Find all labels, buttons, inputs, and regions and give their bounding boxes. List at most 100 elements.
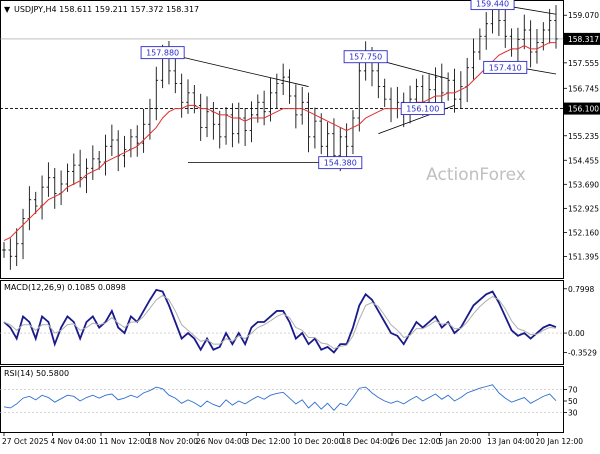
price-axis-label: 159.070	[568, 11, 599, 20]
price-axis-label: 151.395	[568, 252, 599, 261]
price-axis-label: 157.555	[568, 59, 599, 68]
macd-signal-line	[3, 294, 557, 350]
price-bar	[306, 92, 311, 153]
price-annotation-label: 157.750	[349, 53, 382, 62]
rsi-axis-label: 30	[568, 409, 578, 418]
price-annotation-label: 156.100	[406, 105, 439, 114]
macd-main-line	[3, 288, 557, 354]
x-axis-label: 11 Nov 12:00	[99, 437, 150, 446]
price-annotation: 157.410	[483, 60, 528, 74]
price-bar	[503, 7, 508, 48]
price-bar	[439, 63, 444, 105]
price-bar	[135, 125, 140, 157]
price-bar	[547, 8, 552, 44]
price-bar	[351, 110, 355, 155]
rsi-panel-title: RSI(14) 50.5800	[4, 369, 69, 378]
price-bar	[528, 20, 533, 68]
price-bar	[344, 123, 349, 158]
x-axis-label: 4 Nov 04:00	[51, 437, 97, 446]
price-bar	[141, 108, 146, 153]
price-annotation: 156.100	[400, 102, 445, 116]
macd-layer	[0, 288, 563, 354]
price-annotation: 157.880	[140, 46, 185, 60]
x-axis-label: 18 Nov 20:00	[148, 437, 199, 446]
axis-layer: 159.070 158.317 157.555 156.745 156.100 155.2…	[2, 11, 600, 446]
price-bar	[319, 113, 324, 155]
price-bar	[91, 145, 95, 180]
macd-axis-label: -0.3529	[568, 349, 597, 358]
x-axis-label: 18 Dec 04:00	[342, 437, 393, 446]
price-bar	[325, 122, 330, 160]
price-panel-frame	[0, 0, 564, 279]
price-axis-label: 156.745	[568, 84, 599, 93]
macd-panel-frame	[0, 280, 564, 365]
x-axis-label: 3 Dec 12:00	[245, 437, 291, 446]
price-bar	[148, 98, 152, 140]
price-axis-label: 154.455	[568, 156, 599, 165]
price-annotation-box	[470, 0, 515, 11]
price-bar	[173, 55, 178, 94]
price-bar	[179, 73, 184, 118]
x-axis-label: 13 Jan 04:00	[487, 437, 535, 446]
price-bar	[522, 14, 527, 50]
price-bar	[554, 5, 558, 49]
price-bar	[52, 167, 57, 209]
price-bar	[484, 12, 489, 50]
price-bar	[21, 208, 25, 260]
x-axis-label: 26 Dec 12:00	[390, 437, 441, 446]
price-bar	[376, 57, 381, 99]
chart-title-arrow: ▼	[4, 5, 11, 14]
price-bar	[33, 191, 38, 214]
price-annotation-box	[483, 60, 528, 74]
price-bar	[433, 67, 438, 106]
price-annotation-box	[343, 50, 388, 64]
price-bar	[110, 124, 114, 157]
price-bar	[478, 28, 482, 60]
price-annotation: 154.380	[318, 156, 363, 170]
price-bar	[97, 151, 101, 170]
current-price-box	[564, 32, 600, 45]
level-price-box	[564, 102, 600, 115]
price-axis-label: 152.925	[568, 204, 599, 213]
price-bar	[186, 79, 190, 114]
price-bar	[268, 77, 273, 122]
rsi-line	[3, 384, 557, 411]
price-bar	[471, 38, 476, 80]
price-bar	[294, 84, 298, 129]
rsi-axis-label: 50	[568, 397, 578, 406]
price-layer: 157.880 154.380 157.750 156.100 159.440 157.4…	[0, 0, 564, 270]
current-price-label: 158.317	[568, 35, 599, 44]
price-annotation-label: 157.880	[146, 49, 179, 58]
price-bar	[281, 63, 285, 96]
price-panel-title: USDJPY,H4 158.611 159.211 157.372 158.31…	[14, 5, 199, 14]
price-bar	[14, 228, 19, 267]
macd-panel-title: MACD(12,26,9) 0.1085 0.0898	[4, 283, 126, 292]
x-axis-label: 27 Oct 2025	[2, 437, 49, 446]
price-bar	[535, 29, 539, 64]
macd-axis-label: 0.00	[568, 329, 585, 338]
price-annotation-label: 154.380	[324, 159, 357, 168]
rsi-panel-frame	[0, 366, 564, 433]
price-annotation-label: 159.440	[476, 0, 509, 9]
price-bar	[217, 110, 222, 149]
price-axis-label: 153.690	[568, 180, 599, 189]
x-axis-label: 26 Nov 04:00	[196, 437, 247, 446]
watermark: ActionForex	[426, 165, 526, 185]
x-axis-label: 10 Dec 20:00	[293, 437, 344, 446]
price-bar	[205, 96, 209, 138]
price-bar	[452, 68, 457, 113]
price-annotation-label: 157.410	[489, 63, 522, 72]
price-bar	[249, 101, 254, 143]
price-bar	[122, 135, 127, 168]
x-axis-label: 5 Jan 20:00	[439, 437, 482, 446]
price-bar	[154, 66, 159, 121]
price-bar	[275, 73, 279, 109]
price-bar	[230, 103, 235, 148]
level-price-label: 156.100	[568, 105, 599, 114]
rsi-axis-label: 70	[568, 385, 578, 394]
price-bar	[243, 108, 247, 146]
rsi-layer	[0, 384, 563, 413]
trendline	[162, 52, 309, 87]
